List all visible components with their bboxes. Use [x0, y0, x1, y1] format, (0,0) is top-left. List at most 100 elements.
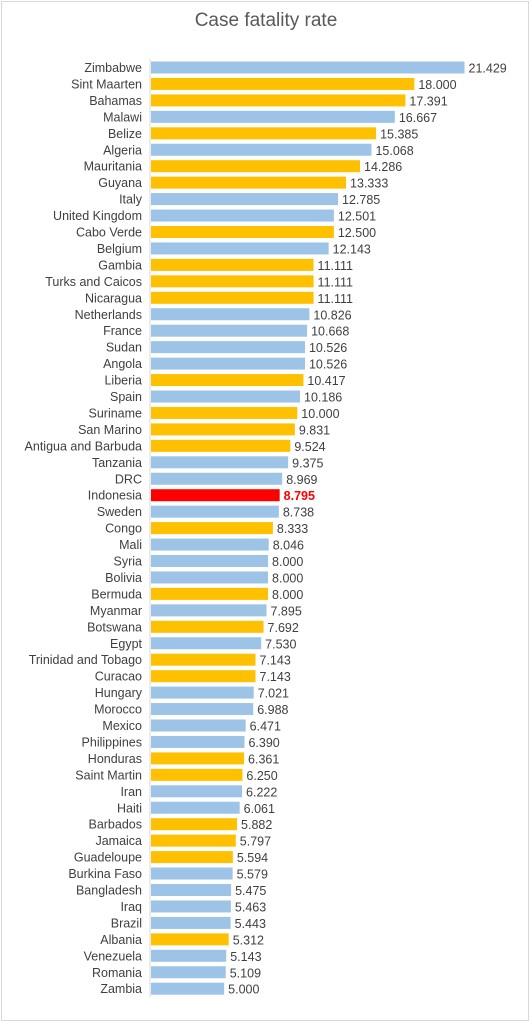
category-label: Guadeloupe: [74, 851, 142, 865]
bar: [151, 801, 240, 814]
bar: [151, 406, 298, 419]
bar: [151, 884, 232, 896]
value-label: 5.463: [235, 900, 266, 914]
category-label: Mali: [119, 538, 142, 552]
value-label: 6.222: [246, 785, 277, 799]
bar: [151, 110, 395, 123]
bar: [151, 275, 314, 288]
bar: [151, 226, 334, 238]
value-label: 7.895: [271, 604, 302, 618]
category-label: Bangladesh: [76, 884, 142, 898]
bar: [151, 176, 347, 189]
category-label: Bermuda: [91, 587, 142, 601]
category-label: Myanmar: [90, 604, 142, 618]
category-label: Saint Martin: [75, 768, 142, 782]
value-label: 5.109: [230, 966, 261, 980]
value-label: 10.526: [309, 358, 347, 372]
category-label: Sint Maarten: [71, 77, 142, 91]
value-label: 7.530: [265, 637, 296, 651]
value-label: 6.471: [250, 720, 281, 734]
value-label: 15.385: [380, 127, 418, 141]
chart-title: Case fatality rate: [194, 10, 338, 31]
bar: [151, 834, 236, 847]
bar: [151, 818, 238, 831]
value-label: 9.524: [294, 440, 325, 454]
bar: [151, 61, 465, 74]
bar: [151, 94, 406, 107]
bar: [151, 77, 415, 90]
bar: [151, 571, 269, 584]
value-label: 10.668: [311, 325, 349, 339]
bar: [151, 982, 225, 995]
category-label: United Kingdom: [53, 209, 142, 223]
value-label: 10.526: [309, 341, 347, 355]
value-label: 12.785: [342, 193, 380, 207]
bar: [151, 851, 233, 864]
value-label: 5.797: [240, 835, 271, 849]
category-label: Brazil: [111, 916, 142, 930]
bar: [151, 258, 314, 271]
category-label: Albania: [100, 933, 142, 947]
bar: [151, 209, 334, 222]
category-label: Philippines: [82, 735, 142, 749]
value-label: 8.795: [284, 489, 315, 503]
value-label: 9.831: [299, 423, 330, 437]
value-label: 5.443: [235, 917, 266, 931]
value-label: 8.000: [272, 555, 303, 569]
value-label: 21.429: [469, 62, 507, 76]
value-label: 8.738: [283, 506, 314, 520]
category-label: Spain: [110, 390, 142, 404]
bar: [151, 160, 360, 173]
category-label: Egypt: [110, 637, 142, 651]
bar: [151, 686, 254, 699]
bar: [151, 867, 233, 880]
value-label: 6.390: [248, 736, 279, 750]
bar: [151, 505, 279, 518]
bar: [151, 374, 304, 387]
value-label: 6.061: [244, 802, 275, 816]
bar: [151, 604, 267, 617]
bar: [151, 752, 245, 765]
value-label: 5.579: [237, 868, 268, 882]
category-label: Zimbabwe: [84, 61, 142, 75]
bar: [151, 768, 243, 781]
value-label: 16.667: [399, 111, 437, 125]
value-label: 7.021: [258, 687, 289, 701]
bar: [151, 637, 262, 650]
value-label: 8.333: [277, 522, 308, 536]
value-label: 12.501: [338, 210, 376, 224]
value-label: 9.375: [292, 456, 323, 470]
value-label: 7.143: [260, 654, 291, 668]
category-label: Jamaica: [95, 834, 142, 848]
bar: [151, 555, 269, 567]
value-label: 14.286: [364, 160, 402, 174]
bar: [151, 439, 291, 452]
bar: [151, 341, 305, 354]
bar: [151, 538, 269, 551]
category-label: DRC: [115, 472, 142, 486]
category-label: Bahamas: [89, 94, 142, 108]
category-label: Barbados: [88, 818, 142, 832]
bar: [151, 587, 269, 600]
value-label: 5.475: [235, 884, 266, 898]
category-label: Iran: [120, 785, 142, 799]
bar: [151, 670, 256, 683]
bar: [151, 949, 227, 962]
category-label: Morocco: [94, 703, 142, 717]
category-label: Liberia: [104, 374, 142, 388]
bar: [151, 933, 229, 946]
bar: [151, 308, 310, 321]
category-label: Suriname: [89, 406, 143, 420]
value-label: 8.046: [273, 539, 304, 553]
category-label: Belgium: [97, 242, 142, 256]
bar: [151, 193, 339, 206]
category-label: Gambia: [98, 258, 142, 272]
category-label: Romania: [92, 966, 142, 980]
category-label: Sweden: [97, 505, 142, 519]
bar: [151, 785, 243, 798]
value-label: 10.826: [313, 308, 351, 322]
value-label: 7.143: [260, 670, 291, 684]
category-label: Burkina Faso: [68, 867, 142, 881]
value-label: 8.969: [286, 473, 317, 487]
